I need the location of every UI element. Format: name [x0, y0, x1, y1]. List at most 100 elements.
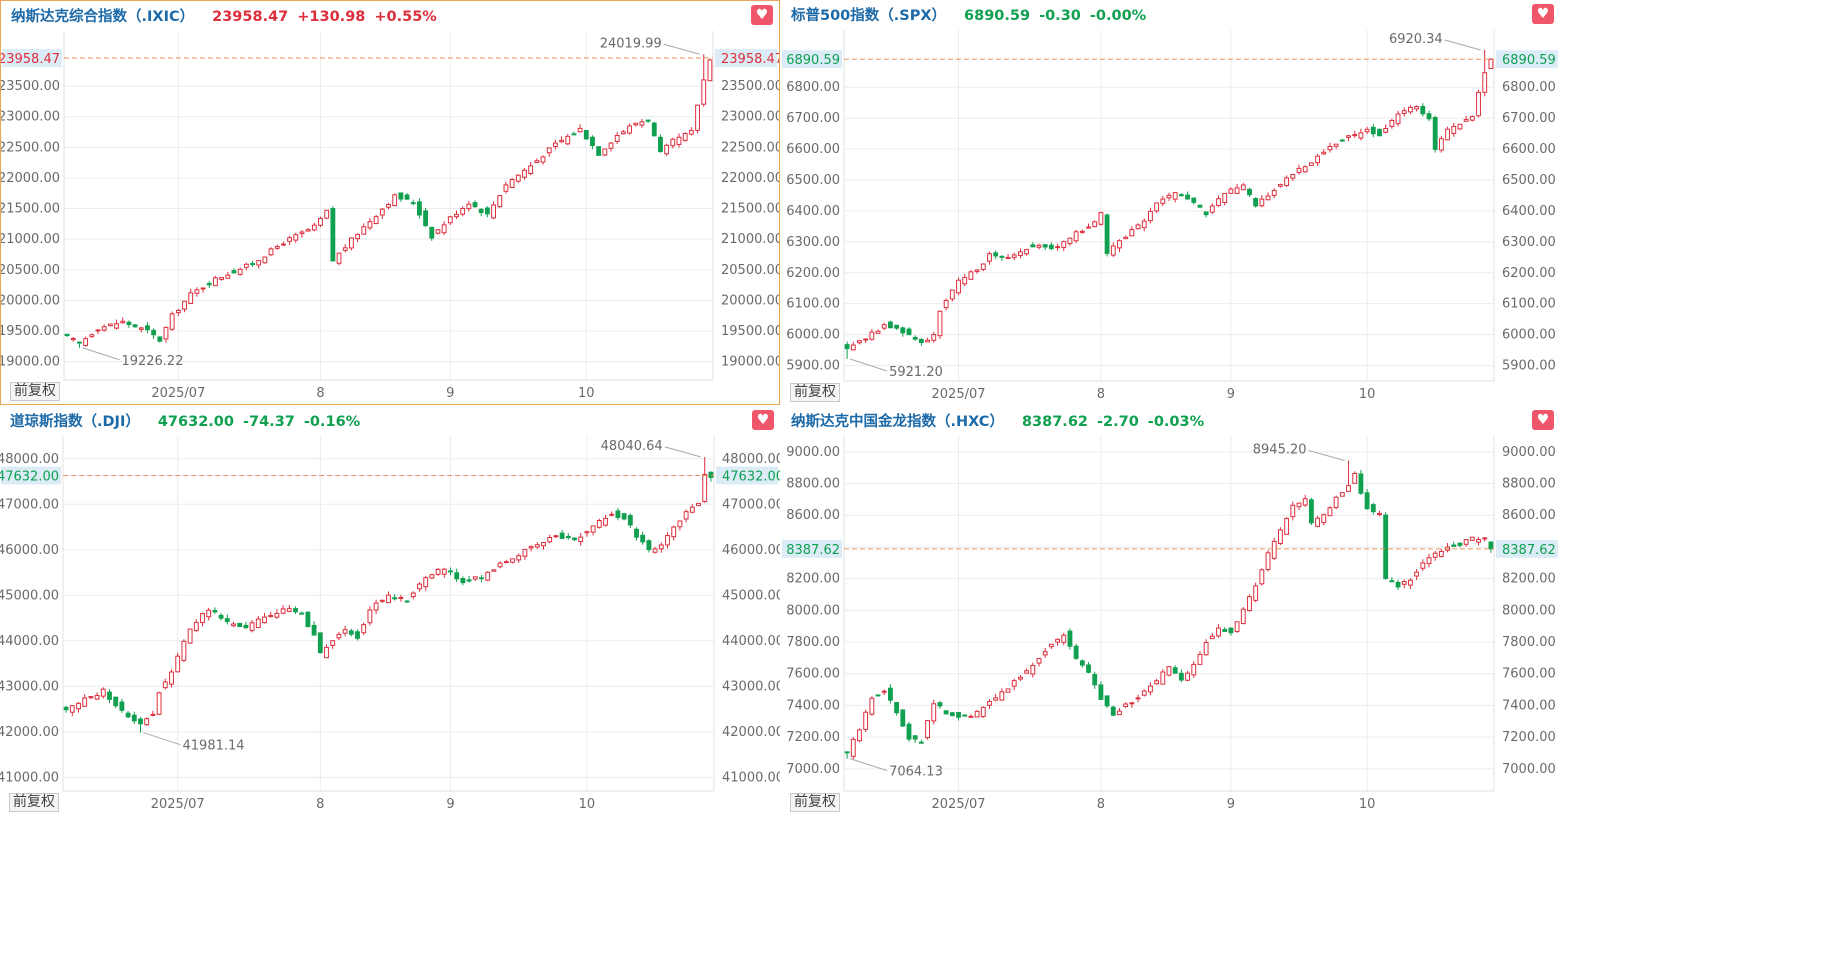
x-tick-label: 10	[579, 797, 596, 812]
candle-up	[101, 326, 107, 331]
chart-panel-dji[interactable]: 道琼斯指数（.DJI） 47632.00 -74.37 -0.16% ♥ 41000.00…	[0, 406, 780, 815]
candle-up	[1154, 680, 1160, 685]
index-name[interactable]: 纳斯达克综合指数（.IXIC）	[11, 9, 195, 25]
price-adjust-button[interactable]: 前复权	[790, 793, 840, 812]
last-price: 8387.62	[1021, 414, 1088, 430]
candle-down	[888, 321, 893, 329]
candle-up	[1278, 529, 1283, 545]
heart-icon[interactable]: ♥	[1532, 4, 1554, 24]
x-tick-label: 10	[578, 386, 595, 401]
candle-up	[1253, 585, 1259, 601]
y-tick-label-right: 8000.00	[1502, 603, 1556, 618]
candle-down	[126, 321, 132, 326]
y-tick-label-left: 6200.00	[786, 266, 840, 281]
candle-down	[392, 597, 398, 600]
candle-up	[231, 623, 236, 627]
candle-up	[1278, 184, 1283, 187]
y-tick-label-right: 22000.00	[721, 171, 779, 186]
candle-down	[937, 702, 943, 707]
candle-down	[448, 570, 453, 573]
candle-up	[1234, 621, 1240, 632]
candle-down	[894, 702, 900, 714]
candle-up	[875, 330, 881, 334]
index-name[interactable]: 道琼斯指数（.DJI）	[10, 414, 140, 430]
candle-down	[1191, 197, 1197, 203]
candle-up	[114, 323, 119, 329]
last-price-tag-left	[782, 539, 842, 558]
candle-up	[219, 277, 225, 280]
last-price: 6890.59	[964, 8, 1031, 24]
x-tick-label: 2025/07	[151, 797, 205, 812]
candle-down	[918, 339, 924, 343]
candle-up	[1271, 540, 1277, 559]
heart-icon[interactable]: ♥	[1532, 410, 1554, 430]
y-tick-label-left: 6500.00	[786, 173, 840, 188]
candle-up	[187, 628, 193, 644]
candle-up	[696, 502, 701, 507]
x-tick-label: 9	[1227, 797, 1235, 812]
candle-up	[1191, 663, 1197, 676]
candle-up	[1172, 192, 1178, 200]
y-tick-label-right: 7800.00	[1502, 635, 1556, 650]
candle-up	[262, 256, 268, 264]
candle-up	[546, 147, 552, 154]
candle-up	[534, 160, 540, 164]
candle-down	[1377, 128, 1382, 137]
candle-up	[683, 511, 689, 520]
chart-panel-ixic[interactable]: 纳斯达克综合指数（.IXIC） 23958.47 +130.98 +0.55% ♥ 190…	[0, 0, 780, 405]
candle-up	[503, 561, 509, 564]
candle-up	[503, 184, 509, 192]
candle-up	[980, 706, 986, 718]
candle-down	[1247, 188, 1252, 196]
heart-icon[interactable]: ♥	[752, 410, 774, 430]
candle-up	[1222, 192, 1228, 203]
index-name[interactable]: 标普500指数（.SPX）	[791, 8, 947, 24]
candle-down	[250, 263, 255, 266]
chart-header: 纳斯达克综合指数（.IXIC） 23958.47 +130.98 +0.55%	[11, 5, 437, 26]
candle-up	[1265, 195, 1271, 201]
y-tick-label-left: 6800.00	[786, 80, 840, 95]
candle-down	[151, 329, 157, 336]
candle-up	[1036, 244, 1042, 248]
x-tick-label: 9	[446, 386, 454, 401]
candle-up	[497, 562, 503, 568]
candle-up	[639, 121, 645, 126]
candle-down	[651, 122, 657, 137]
candle-up	[299, 231, 305, 235]
index-name[interactable]: 纳斯达克中国金龙指数（.HXC）	[791, 414, 1004, 430]
price-adjust-button[interactable]: 前复权	[10, 382, 60, 401]
candle-up	[330, 640, 336, 646]
chart-panel-spx[interactable]: 标普500指数（.SPX） 6890.59 -0.30 -0.00% ♥ 5900.00 5…	[781, 0, 1560, 405]
candle-down	[416, 201, 422, 216]
candle-up	[1061, 634, 1067, 643]
price-adjust-button[interactable]: 前复权	[790, 383, 840, 402]
candle-up	[1092, 221, 1098, 228]
min-value-note: 5921.20	[889, 365, 943, 380]
candle-up	[1420, 562, 1426, 569]
last-price-label-right: 23958.47	[721, 52, 779, 67]
candle-up	[1383, 127, 1389, 133]
candlestick-chart: 7000.00 7000.00 7200.00 7200.00 7400.00 7400.…	[782, 436, 1558, 812]
y-tick-label-left: 7800.00	[786, 635, 840, 650]
candle-up	[1259, 569, 1265, 585]
candle-up	[1135, 697, 1141, 700]
candle-up	[510, 558, 515, 563]
y-tick-label-right: 45000.00	[722, 588, 780, 603]
max-value-note: 24019.99	[600, 36, 662, 51]
candle-up	[1445, 128, 1450, 141]
candle-up	[614, 134, 620, 142]
candle-down	[596, 146, 602, 156]
y-tick-label-right: 6200.00	[1502, 266, 1556, 281]
heart-icon[interactable]: ♥	[751, 5, 773, 25]
candle-up	[671, 526, 677, 538]
candle-up	[1197, 653, 1203, 665]
candle-up	[1030, 665, 1036, 675]
price-adjust-button[interactable]: 前复权	[9, 793, 59, 812]
candle-up	[429, 574, 435, 579]
chart-panel-hxc[interactable]: 纳斯达克中国金龙指数（.HXC） 8387.62 -2.70 -0.03% ♥ 7000.…	[781, 406, 1560, 815]
candle-down	[317, 632, 323, 654]
max-note-leader	[1444, 39, 1481, 51]
candle-up	[497, 195, 503, 208]
y-tick-label-left: 8600.00	[786, 508, 840, 523]
candle-up	[1469, 536, 1475, 541]
